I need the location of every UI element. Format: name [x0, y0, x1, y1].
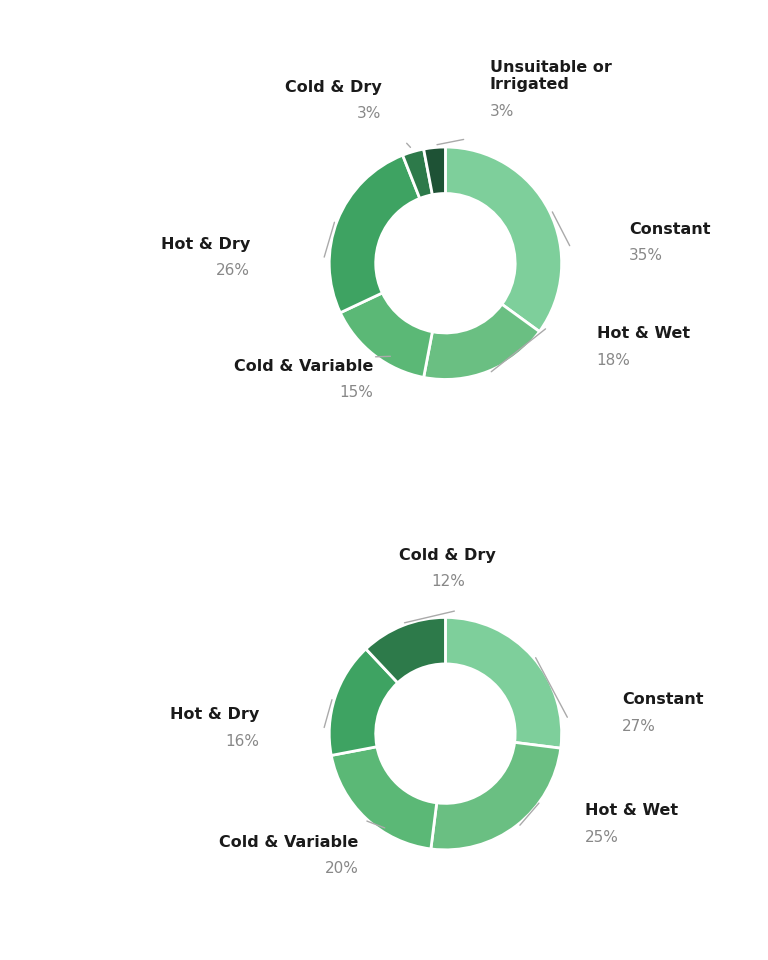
Text: Hot & Dry: Hot & Dry [161, 236, 250, 252]
Text: 18%: 18% [597, 352, 631, 368]
Text: IMLVT
SITES: IMLVT SITES [35, 237, 100, 281]
Text: Constant: Constant [629, 222, 710, 236]
Text: 20%: 20% [324, 861, 359, 876]
Wedge shape [445, 147, 561, 331]
Text: 3%: 3% [357, 107, 382, 121]
Text: 16%: 16% [226, 733, 260, 749]
Text: 15%: 15% [339, 385, 373, 400]
Wedge shape [366, 617, 445, 683]
Text: 26%: 26% [217, 263, 250, 278]
Text: 3%: 3% [490, 104, 514, 119]
Text: 27%: 27% [622, 718, 656, 733]
Text: Hot & Wet: Hot & Wet [597, 326, 690, 341]
Text: 35%: 35% [629, 248, 663, 263]
Text: Cold & Variable: Cold & Variable [219, 835, 359, 850]
Wedge shape [431, 742, 561, 850]
Text: Constant: Constant [622, 692, 703, 707]
Text: Hot & Dry: Hot & Dry [170, 707, 260, 722]
Text: ARABICA
PRODUCTION
OVERALL: ARABICA PRODUCTION OVERALL [0, 685, 134, 750]
Wedge shape [340, 293, 432, 377]
Wedge shape [331, 747, 437, 849]
Text: 12%: 12% [431, 574, 465, 589]
Wedge shape [424, 147, 445, 195]
Text: Cold & Dry: Cold & Dry [285, 80, 382, 95]
Wedge shape [329, 156, 420, 313]
Text: 25%: 25% [585, 830, 619, 845]
Text: Unsuitable or
Irrigated: Unsuitable or Irrigated [490, 60, 611, 92]
Wedge shape [329, 649, 398, 756]
Wedge shape [402, 149, 432, 199]
Text: Hot & Wet: Hot & Wet [585, 804, 678, 819]
Wedge shape [445, 617, 561, 748]
Wedge shape [424, 304, 539, 379]
Text: Cold & Dry: Cold & Dry [399, 548, 496, 563]
Text: Cold & Variable: Cold & Variable [234, 359, 373, 373]
